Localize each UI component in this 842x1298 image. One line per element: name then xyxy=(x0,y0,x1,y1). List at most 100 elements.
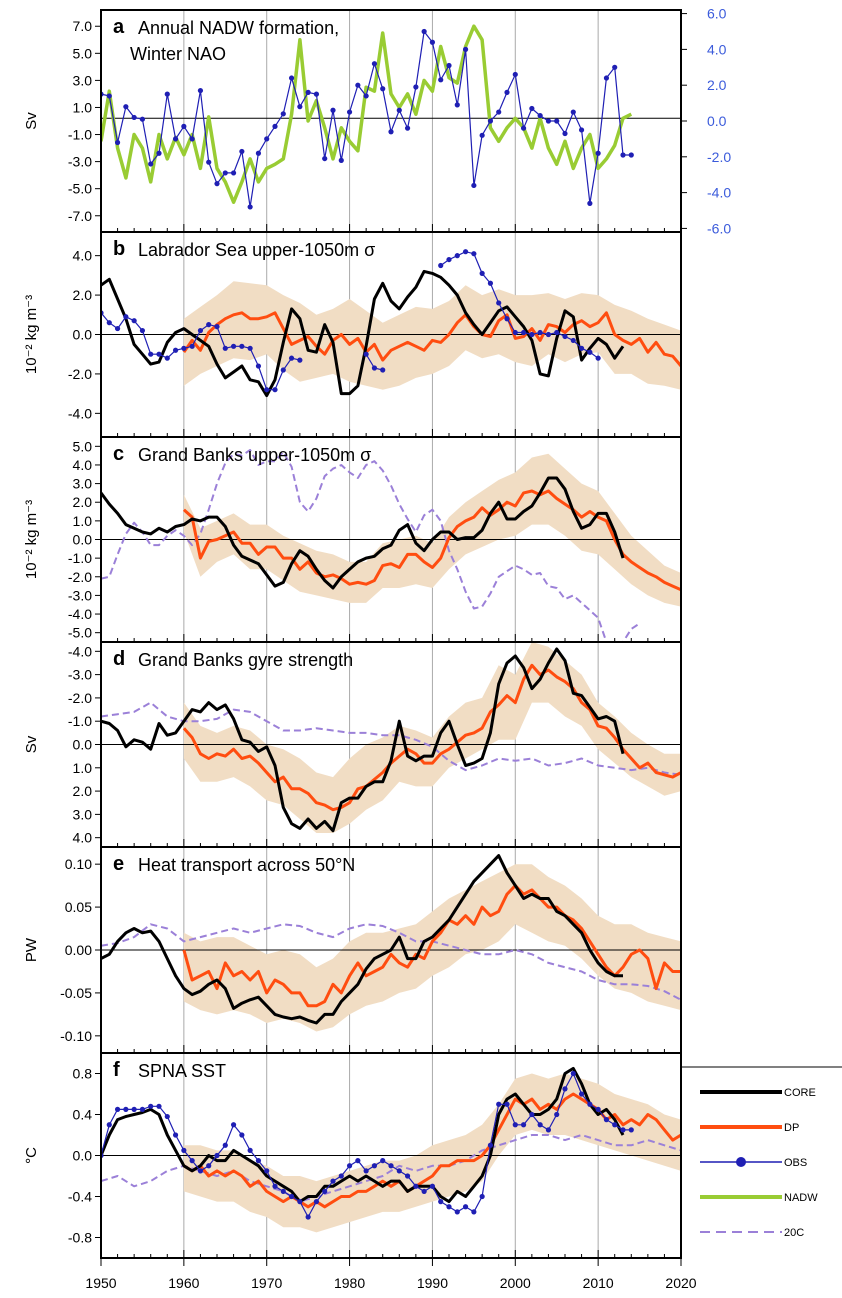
y-tick-label: 3.0 xyxy=(73,72,93,88)
nao-obs-point xyxy=(595,150,601,156)
nao-obs-point xyxy=(421,28,427,35)
y-tick-label: 0.0 xyxy=(73,532,93,548)
obs-point xyxy=(504,1101,510,1107)
nao-obs-point xyxy=(603,75,610,81)
obs-point xyxy=(172,1132,179,1138)
obs-point xyxy=(446,256,452,263)
nao-obs-point xyxy=(380,86,386,92)
core-series-line xyxy=(101,269,625,398)
nao-obs-point xyxy=(272,123,278,129)
panel-letter: d xyxy=(113,648,125,670)
x-tick-label: 2000 xyxy=(500,1275,531,1291)
nao-obs-point xyxy=(123,104,129,110)
nao-obs-point xyxy=(504,89,510,95)
y-tick-label: 7.0 xyxy=(73,18,93,34)
y-tick-label: 4.0 xyxy=(73,830,93,846)
y-tick-label: -2.0 xyxy=(68,569,92,585)
nao-obs-point xyxy=(255,150,262,156)
obs-point xyxy=(578,345,585,351)
nao-obs-point xyxy=(222,170,228,176)
nao-obs-point xyxy=(264,136,270,142)
nao-obs-point xyxy=(404,125,411,131)
obs-point xyxy=(247,1147,253,1153)
y-tick-label: -1.0 xyxy=(68,550,92,566)
y-tick-label: -7.0 xyxy=(68,208,92,224)
obs-point xyxy=(206,1163,212,1169)
obs-point xyxy=(404,1173,411,1179)
nao-obs-point xyxy=(512,71,518,78)
y-axis-label: Sv xyxy=(23,112,40,130)
dp-spread-band xyxy=(183,453,681,607)
obs-point xyxy=(206,322,212,328)
20c-series-line xyxy=(101,701,681,776)
obs-point xyxy=(512,329,518,336)
obs-point xyxy=(139,327,146,334)
y-axis-label: °C xyxy=(23,1147,40,1164)
obs-point xyxy=(156,1103,162,1109)
panel-e: 0.10 0.05 0.00 -0.05 -0.10 PW e Heat transport … xyxy=(23,846,682,1054)
obs-point xyxy=(355,1158,361,1164)
x-tick-label: 1970 xyxy=(251,1275,282,1291)
obs-point xyxy=(479,270,485,276)
obs-point xyxy=(587,1101,593,1107)
nao-obs-point xyxy=(247,204,253,210)
obs-point xyxy=(628,1127,634,1133)
x-tick-label: 2020 xyxy=(665,1275,696,1291)
obs-point xyxy=(139,1106,146,1112)
obs-point xyxy=(230,1122,237,1128)
nao-obs-point xyxy=(413,84,419,90)
nao-obs-point xyxy=(230,170,237,176)
20c-series-line xyxy=(101,1134,681,1203)
nao-obs-point xyxy=(438,77,444,83)
dp-spread-band xyxy=(183,281,681,390)
panel-f: 0.8 0.4 0.0 -0.4 -0.8 °C f SPNA SST xyxy=(23,1052,682,1259)
obs-point xyxy=(106,1122,112,1128)
obs-point xyxy=(214,324,220,330)
obs-point xyxy=(529,331,535,338)
nao-obs-point xyxy=(164,91,170,97)
obs-point xyxy=(462,249,469,255)
obs-point xyxy=(545,331,552,338)
obs-point xyxy=(487,1142,494,1148)
x-tick-label: 1950 xyxy=(85,1275,116,1291)
nao-obs-point xyxy=(628,152,634,158)
y-tick-label: 0.0 xyxy=(73,737,93,753)
right-y-tick-label: 4.0 xyxy=(707,41,727,57)
obs-point xyxy=(603,1117,610,1123)
obs-point xyxy=(156,351,162,357)
obs-point xyxy=(272,387,278,393)
nao-obs-point xyxy=(172,136,179,142)
panel-title-line: SPNA SST xyxy=(138,1061,226,1081)
nao-obs-point xyxy=(554,118,560,124)
legend: CORE DP OBS NADW 20C xyxy=(700,1087,818,1239)
obs-point xyxy=(239,343,245,349)
plot-area xyxy=(101,232,681,437)
obs-point xyxy=(570,337,576,344)
panel-title-line: Heat transport across 50°N xyxy=(138,855,355,875)
obs-point xyxy=(181,345,187,351)
obs-point xyxy=(131,318,137,324)
obs-point xyxy=(454,1209,460,1215)
obs-point xyxy=(471,251,477,257)
legend-label: NADW xyxy=(784,1192,818,1204)
panel-title-line: Grand Banks gyre strength xyxy=(138,650,353,670)
obs-point xyxy=(297,1199,303,1205)
y-tick-label: -1.0 xyxy=(68,127,92,143)
obs-point xyxy=(438,1199,444,1205)
dp-spread-band xyxy=(183,642,681,833)
nao-obs-point xyxy=(322,155,328,162)
legend-marker-obs xyxy=(736,1157,746,1167)
obs-point xyxy=(181,1147,187,1153)
obs-point xyxy=(462,1204,469,1210)
obs-point xyxy=(255,1158,262,1164)
obs-point xyxy=(396,1168,402,1174)
panel-letter: c xyxy=(113,443,124,465)
obs-point xyxy=(554,1111,560,1118)
legend-label: DP xyxy=(784,1122,799,1134)
plot-area xyxy=(101,437,681,642)
obs-point xyxy=(123,314,129,320)
obs-point xyxy=(496,1101,502,1107)
y-tick-label: 2.0 xyxy=(73,494,93,510)
y-tick-label: 1.0 xyxy=(73,513,93,529)
obs-point xyxy=(520,329,527,336)
